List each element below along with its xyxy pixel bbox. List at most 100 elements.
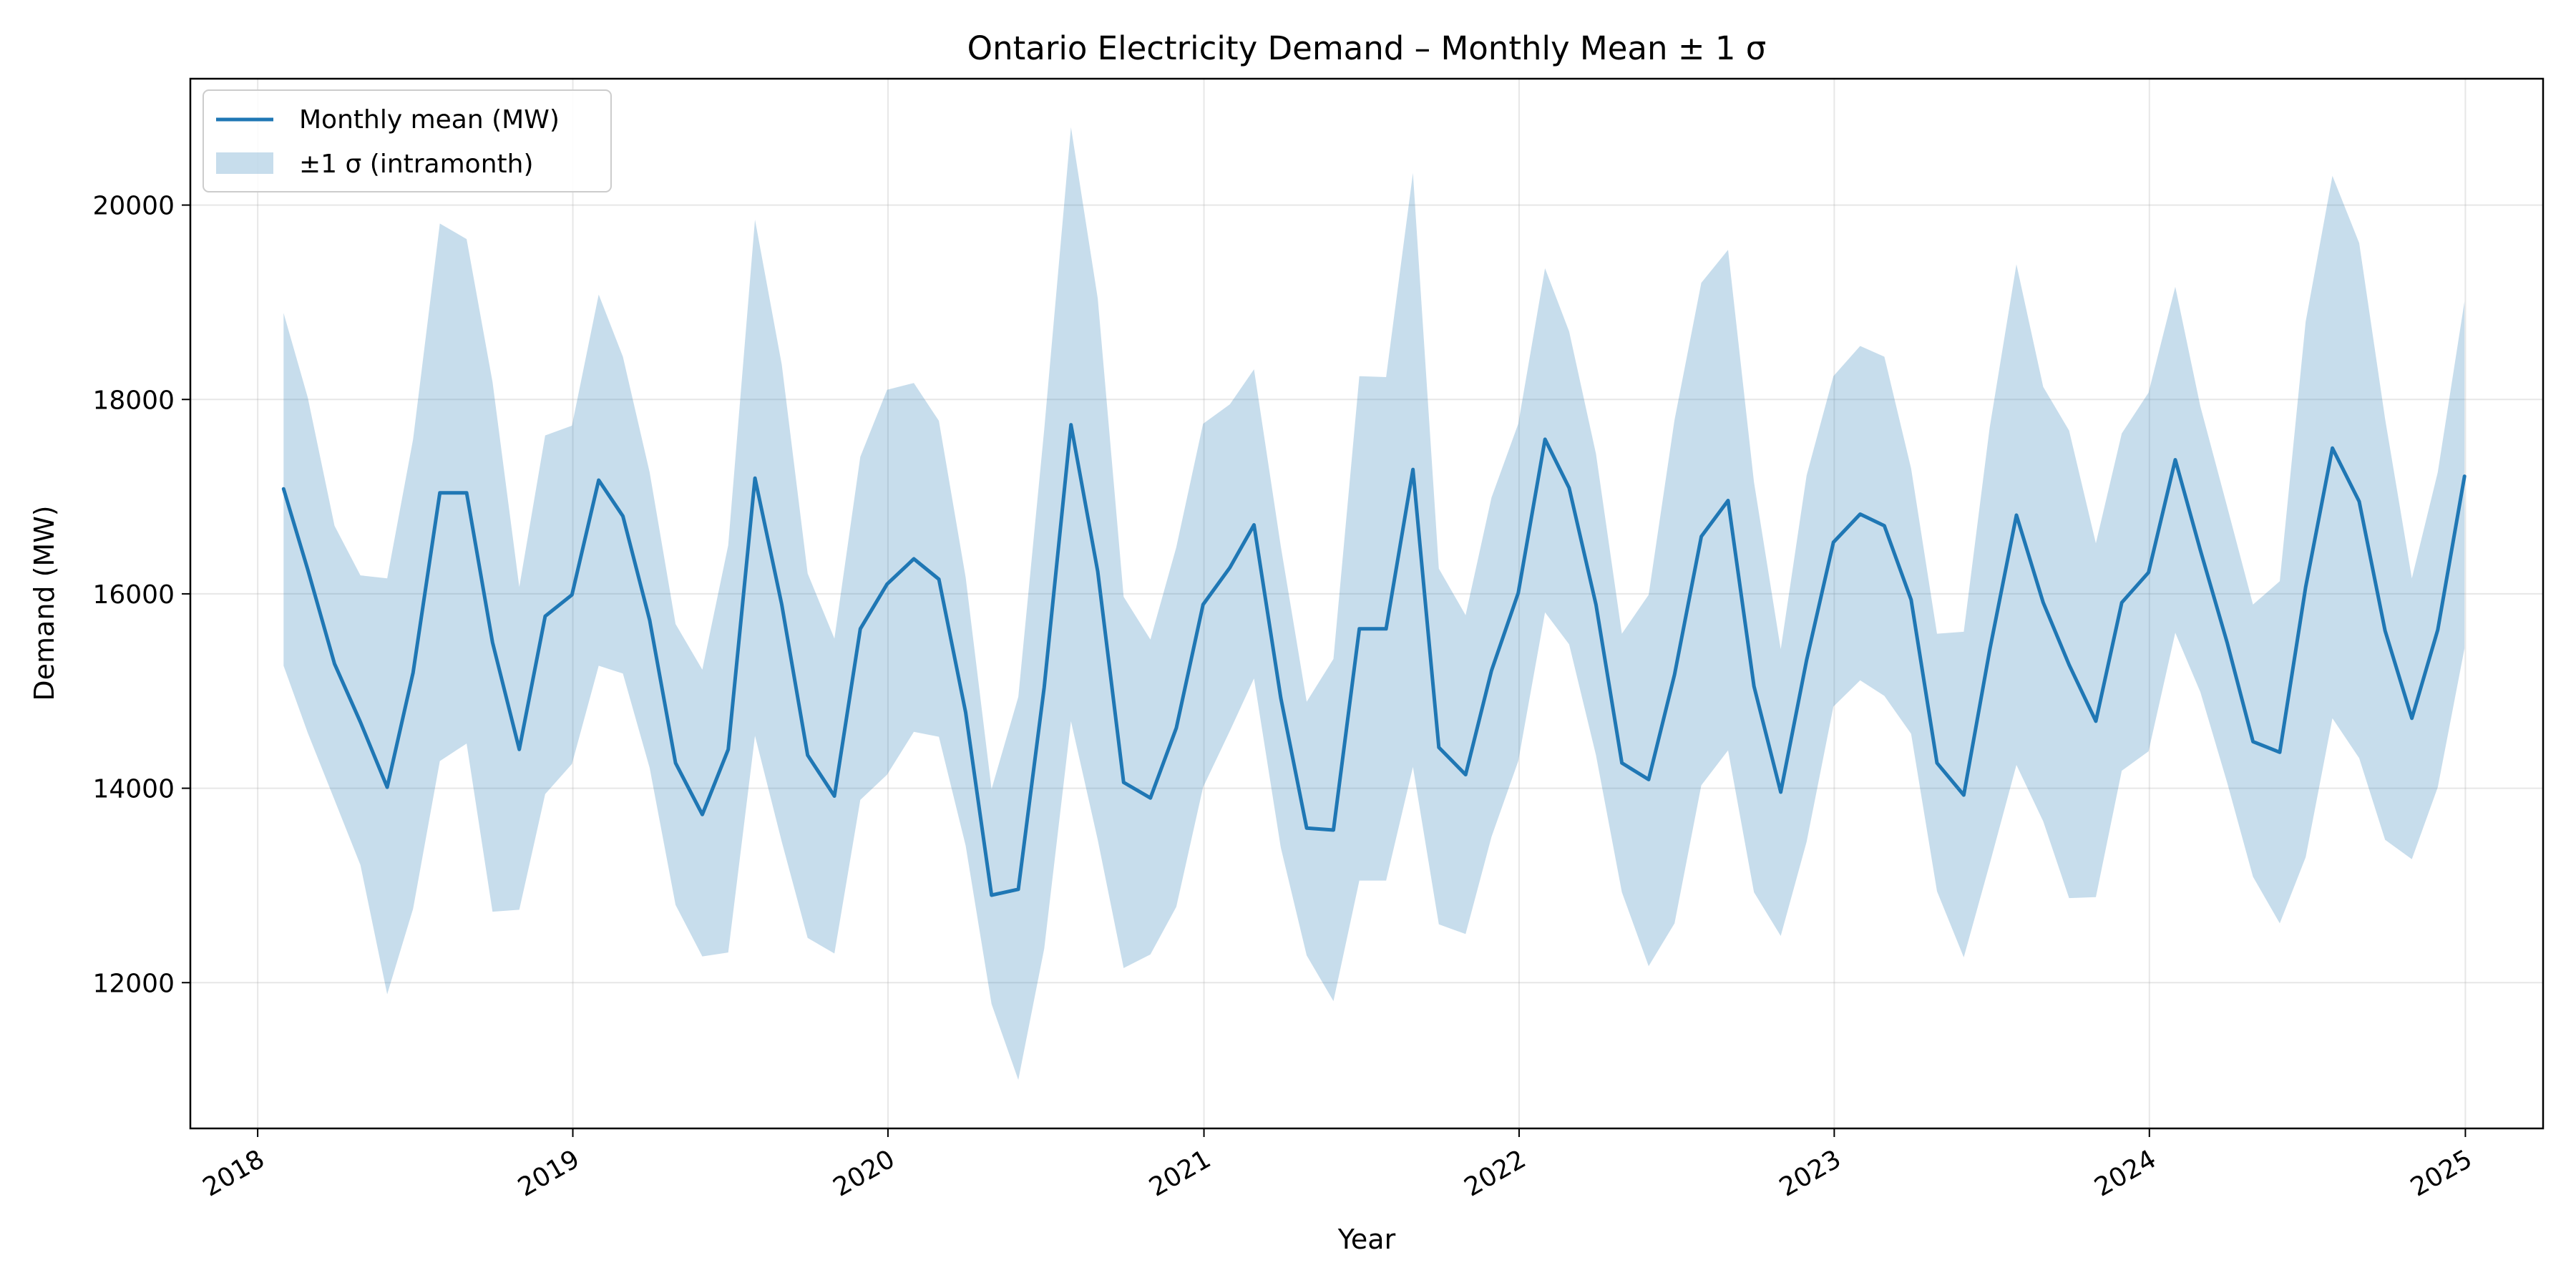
mean-point [1882,524,1886,528]
mean-point [1016,887,1020,892]
mean-point [2198,548,2202,552]
x-axis-label: Year [1337,1224,1396,1255]
mean-point [1252,523,1257,527]
mean-point [1594,602,1598,607]
mean-point [333,662,337,666]
mean-point [1909,597,1913,602]
legend: Monthly mean (MW) ±1 σ (intramonth) [203,89,612,192]
mean-line [281,423,2467,897]
mean-point [753,476,757,480]
legend-label-band: ±1 σ (intramonth) [299,150,534,179]
mean-point [1567,486,1571,490]
mean-point [1646,777,1651,781]
mean-point [2094,719,2098,723]
mean-point [1201,602,1205,607]
mean-point [2251,739,2255,743]
mean-point [1620,761,1624,765]
legend-label-mean: Monthly mean (MW) [299,105,560,135]
mean-point [2067,663,2072,667]
mean-point [2462,474,2467,479]
mean-point [411,670,415,675]
chart-title: Ontario Electricity Demand – Monthly Mea… [967,29,1767,67]
mean-point [597,478,601,482]
mean-point [1516,591,1521,595]
mean-point [1779,790,1783,794]
mean-point [2173,458,2177,462]
mean-point [806,753,810,757]
mean-point [1042,685,1046,689]
mean-point [281,487,286,491]
mean-point [1961,793,1966,797]
y-tick-label: 16000 [92,580,175,610]
plot-frame [189,77,2545,1130]
legend-box [203,89,612,192]
mean-point [1332,828,1336,832]
mean-point [1831,540,1835,545]
mean-point [1726,499,1730,503]
mean-point [858,627,862,631]
mean-point [2436,628,2440,632]
mean-point [517,747,522,751]
mean-point [1411,467,1415,472]
mean-point [2357,499,2361,504]
mean-point [2147,570,2151,575]
mean-point [701,812,705,816]
mean-point [648,618,652,623]
mean-point [2303,585,2308,589]
mean-point [2410,716,2414,721]
legend-band-swatch [216,152,273,174]
mean-point [1699,535,1704,539]
mean-point [385,785,389,789]
mean-point [990,893,994,897]
mean-point [1988,648,1992,653]
mean-point [1279,696,1283,700]
mean-point [570,592,574,597]
mean-point [673,761,678,765]
mean-point [1148,796,1153,800]
sigma-band [283,127,2465,1080]
mean-point [1096,570,1100,574]
mean-point [2331,446,2335,450]
mean-point [1543,437,1547,441]
mean-point [1437,746,1441,750]
mean-point [1384,627,1388,631]
mean-point [490,640,494,645]
mean-point [1121,780,1126,784]
grid [190,79,2543,1128]
mean-point [2014,513,2019,517]
mean-point [1069,423,1073,427]
mean-point [885,582,889,586]
mean-point [358,720,363,724]
mean-point [1357,627,1362,631]
mean-point [1805,658,1809,662]
mean-point [1752,684,1756,688]
y-tick-label: 18000 [92,386,175,415]
mean-point [2225,640,2229,645]
y-tick-label: 20000 [92,192,175,221]
mean-point [964,711,968,715]
mean-point [1304,826,1309,830]
mean-point [780,602,784,607]
mean-point [832,794,836,799]
mean-point [1489,668,1493,673]
mean-point [2383,629,2387,633]
mean-point [912,557,916,561]
mean-point [2119,600,2124,605]
mean-point [2278,750,2282,754]
y-axis-label: Demand (MW) [29,505,60,701]
mean-point [937,577,941,582]
mean-point [543,614,547,618]
mean-point [726,747,731,751]
mean-point [2041,600,2045,605]
mean-point [621,514,625,518]
mean-point [1174,726,1179,730]
y-axis: 12000 14000 16000 18000 20000 [92,192,190,998]
mean-point [306,567,310,572]
mean-point [1858,512,1863,517]
mean-point [1935,761,1939,765]
y-tick-label: 12000 [92,969,175,998]
mean-point [1672,673,1677,677]
mean-point [464,491,469,495]
